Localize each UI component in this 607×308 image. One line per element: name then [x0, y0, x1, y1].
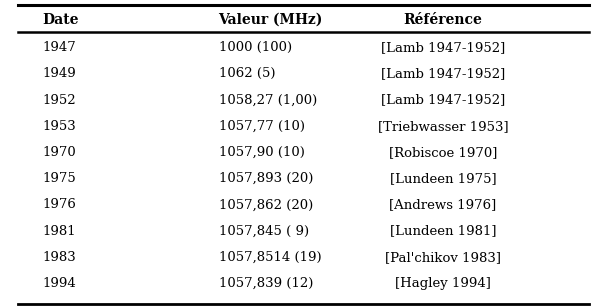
Text: 1949: 1949 — [42, 67, 76, 80]
Text: [Robiscoe 1970]: [Robiscoe 1970] — [389, 146, 497, 159]
Text: Valeur (MHz): Valeur (MHz) — [219, 13, 323, 27]
Text: [Triebwasser 1953]: [Triebwasser 1953] — [378, 120, 509, 133]
Text: [Lamb 1947-1952]: [Lamb 1947-1952] — [381, 67, 505, 80]
Text: 1952: 1952 — [42, 94, 76, 107]
Text: 1975: 1975 — [42, 172, 76, 185]
Text: 1000 (100): 1000 (100) — [219, 41, 291, 54]
Text: Référence: Référence — [404, 13, 483, 27]
Text: Date: Date — [42, 13, 79, 27]
Text: 1057,862 (20): 1057,862 (20) — [219, 198, 313, 211]
Text: [Pal'chikov 1983]: [Pal'chikov 1983] — [385, 251, 501, 264]
Text: 1062 (5): 1062 (5) — [219, 67, 275, 80]
Text: 1981: 1981 — [42, 225, 76, 237]
Text: 1058,27 (1,00): 1058,27 (1,00) — [219, 94, 317, 107]
Text: 1976: 1976 — [42, 198, 76, 211]
Text: 1994: 1994 — [42, 277, 76, 290]
Text: 1057,839 (12): 1057,839 (12) — [219, 277, 313, 290]
Text: 1057,77 (10): 1057,77 (10) — [219, 120, 305, 133]
Text: [Lamb 1947-1952]: [Lamb 1947-1952] — [381, 94, 505, 107]
Text: 1947: 1947 — [42, 41, 76, 54]
Text: [Lamb 1947-1952]: [Lamb 1947-1952] — [381, 41, 505, 54]
Text: 1953: 1953 — [42, 120, 76, 133]
Text: 1057,90 (10): 1057,90 (10) — [219, 146, 304, 159]
Text: [Hagley 1994]: [Hagley 1994] — [395, 277, 491, 290]
Text: 1057,893 (20): 1057,893 (20) — [219, 172, 313, 185]
Text: [Lundeen 1981]: [Lundeen 1981] — [390, 225, 497, 237]
Text: [Lundeen 1975]: [Lundeen 1975] — [390, 172, 497, 185]
Text: 1983: 1983 — [42, 251, 76, 264]
Text: 1057,8514 (19): 1057,8514 (19) — [219, 251, 321, 264]
Text: [Andrews 1976]: [Andrews 1976] — [390, 198, 497, 211]
Text: 1970: 1970 — [42, 146, 76, 159]
Text: 1057,845 ( 9): 1057,845 ( 9) — [219, 225, 308, 237]
